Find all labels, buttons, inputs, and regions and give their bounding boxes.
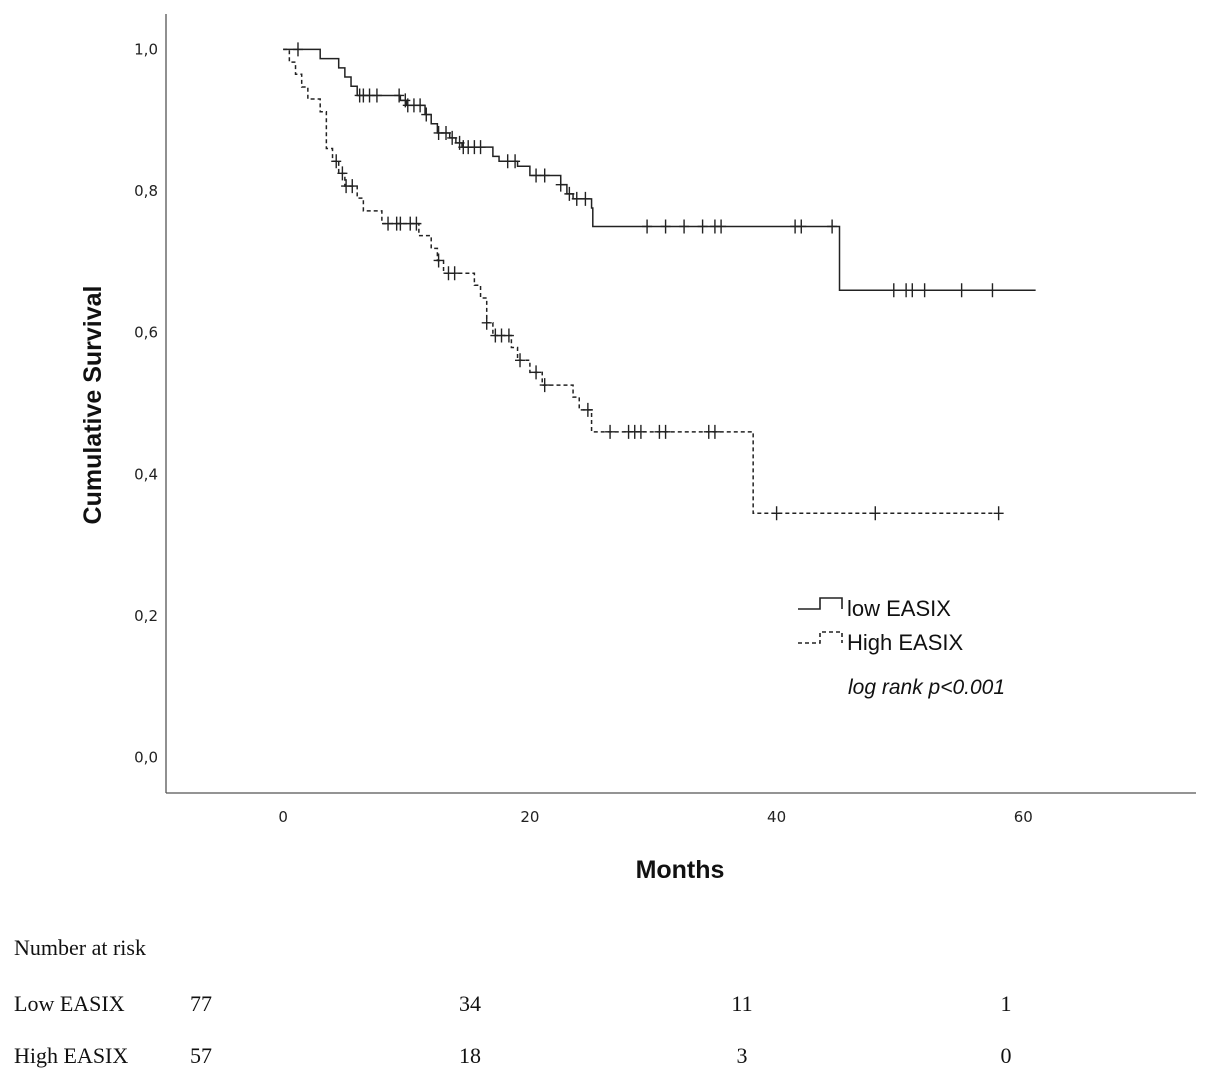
censor-mark [531,168,542,183]
censor-mark [515,353,526,368]
censor-mark [635,424,646,439]
censor-mark [642,219,653,234]
censor-mark [564,186,575,201]
risk-value: 57 [190,1043,212,1068]
axis-ticks: 0,0 0,2 0,4 0,6 0,8 1,0 0 20 40 60 [134,40,1033,826]
x-axis-title: Months [636,856,725,884]
y-tick-label: 0,2 [134,607,158,625]
censor-mark [888,283,899,298]
risk-table-title: Number at risk [14,935,146,960]
censor-mark [919,283,930,298]
censor-mark [660,219,671,234]
censor-mark [555,177,566,192]
y-tick-label: 0,8 [134,182,158,200]
censor-mark [605,424,616,439]
risk-row-label: High EASIX [14,1043,128,1068]
legend-swatch-high-easix [798,631,843,644]
y-tick-label: 0,4 [134,465,158,483]
censor-mark [771,506,782,521]
censor-mark [709,424,720,439]
censor-mark [510,154,521,169]
censor-mark [571,191,582,206]
x-tick-label: 0 [278,808,288,826]
censor-mark [796,219,807,234]
log-rank-annotation: log rank p<0.001 [848,676,1005,699]
censor-mark [395,216,406,231]
risk-value: 3 [737,1043,748,1068]
legend-swatch-low-easix [798,597,843,610]
series-high-easix [283,48,1004,521]
censor-mark [292,42,303,57]
censor-mark [415,98,426,113]
censor-mark [383,216,394,231]
censor-mark [539,168,550,183]
x-tick-label: 60 [1014,808,1033,826]
censor-mark [337,166,348,181]
risk-value: 0 [1001,1043,1012,1068]
risk-value: 11 [731,991,752,1016]
axes [165,14,1196,794]
censor-mark [441,125,452,140]
censor-mark [347,179,358,194]
censor-mark [411,216,422,231]
series-low-easix [283,42,1036,298]
censor-mark [956,283,967,298]
censor-mark [716,219,727,234]
censor-mark [447,130,458,145]
censor-mark [331,154,342,169]
legend-label-high-easix: High EASIX [847,630,963,655]
censor-mark [503,328,514,343]
censor-mark [907,283,918,298]
censor-mark [531,365,542,380]
censor-mark [697,219,708,234]
risk-row-label: Low EASIX [14,991,125,1016]
censor-mark [987,283,998,298]
risk-value: 1 [1001,991,1012,1016]
censor-mark [539,378,550,393]
censor-mark [371,88,382,103]
x-tick-label: 20 [520,808,539,826]
legend-label-low-easix: low EASIX [847,596,951,621]
censor-mark [475,140,486,155]
risk-value: 77 [190,991,212,1016]
y-axis-title: Cumulative Survival [79,286,107,525]
y-tick-label: 1,0 [134,40,158,58]
y-tick-label: 0,0 [134,749,158,767]
legend: low EASIX High EASIX [798,596,963,655]
x-tick-label: 40 [767,808,786,826]
censor-mark [660,424,671,439]
censor-mark [481,315,492,330]
censor-mark [582,402,593,417]
censor-mark [580,191,591,206]
censor-mark [870,506,881,521]
censor-mark [449,266,460,281]
survival-curves [283,42,1036,521]
survival-line-high-easix [283,48,993,515]
risk-value: 34 [459,991,481,1016]
censor-mark [827,219,838,234]
censor-mark [679,219,690,234]
censor-mark [394,88,405,103]
y-tick-label: 0,6 [134,324,158,342]
censor-mark [993,506,1004,521]
censor-mark [421,107,432,122]
survival-line-low-easix [283,48,1036,291]
censor-mark [433,253,444,268]
risk-value: 18 [459,1043,481,1068]
